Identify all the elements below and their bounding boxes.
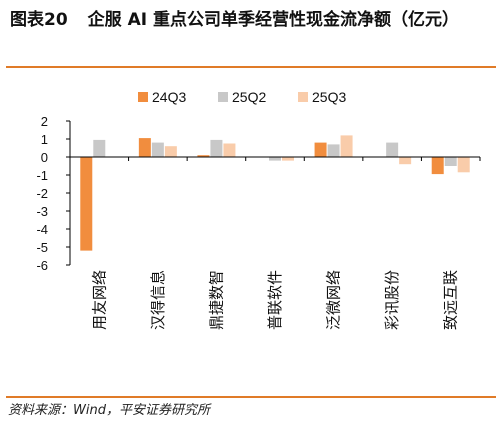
legend-swatch-24q3 [138, 92, 148, 102]
bar-25q3-5 [340, 135, 353, 157]
y-tick-label: -2 [36, 186, 48, 201]
y-tick-label: -6 [36, 258, 48, 273]
legend-label-25q2: 25Q2 [232, 89, 266, 105]
category-label-6: 彩讯股份 [383, 270, 401, 330]
category-label-1: 用友网络 [90, 270, 108, 330]
legend-label-25q3: 25Q3 [312, 89, 346, 105]
y-tick-label: -4 [36, 222, 48, 237]
figure-number: 图表20 [10, 10, 68, 30]
category-label-2: 汉得信息 [149, 270, 167, 330]
bottom-rule [6, 396, 496, 398]
bar-25q3-7 [457, 157, 470, 173]
bar-25q2-6 [386, 142, 399, 157]
top-rule [6, 66, 496, 68]
bar-25q3-2 [164, 146, 177, 157]
bar-25q3-6 [399, 157, 412, 165]
x-axis: 用友网络 汉得信息 鼎捷数智 普联软件 泛微网络 彩讯股份 致远互联 [69, 156, 481, 330]
legend: 24Q3 25Q2 25Q3 [138, 89, 346, 105]
bar-25q2-7 [444, 157, 457, 166]
bar-24q3-1 [80, 157, 93, 251]
figure-title-text: 企服 AI 重点公司单季经营性现金流净额（亿元） [87, 10, 459, 30]
bar-25q3-4 [282, 157, 294, 161]
bar-25q2-4 [269, 157, 281, 161]
y-tick-label: 1 [41, 132, 48, 147]
bars [80, 135, 470, 251]
bar-chart: 24Q3 25Q2 25Q3 2 1 0 -1 -2 -3 -4 -5 -6 用友网络 汉得信息 鼎捷数… [36, 89, 481, 330]
figure-title: 图表20 企服 AI 重点公司单季经营性现金流净额（亿元） [10, 8, 496, 33]
category-label-3: 鼎捷数智 [207, 270, 225, 330]
legend-swatch-25q2 [218, 92, 228, 102]
bar-25q2-2 [151, 142, 164, 157]
bar-24q3-3 [197, 155, 210, 157]
source-note: 资料来源：Wind，平安证券研究所 [8, 403, 210, 418]
bar-24q3-5 [314, 142, 327, 157]
category-label-7: 致远互联 [442, 270, 460, 330]
y-axis: 2 1 0 -1 -2 -3 -4 -5 -6 [36, 114, 71, 273]
bar-25q3-3 [223, 143, 236, 157]
bar-24q3-7 [431, 157, 444, 175]
y-tick-label: 0 [41, 150, 48, 165]
y-tick-label: -5 [36, 240, 48, 255]
legend-swatch-25q3 [298, 92, 308, 102]
category-label-5: 泛微网络 [325, 270, 343, 330]
y-tick-label: 2 [41, 114, 48, 129]
bar-25q2-1 [93, 139, 106, 157]
y-tick-label: -3 [36, 204, 48, 219]
category-label-4: 普联软件 [266, 270, 284, 330]
bar-25q2-5 [327, 144, 340, 157]
bar-24q3-2 [138, 138, 151, 157]
y-tick-label: -1 [36, 168, 48, 183]
legend-label-24q3: 24Q3 [152, 89, 186, 105]
bar-25q2-3 [210, 139, 223, 157]
